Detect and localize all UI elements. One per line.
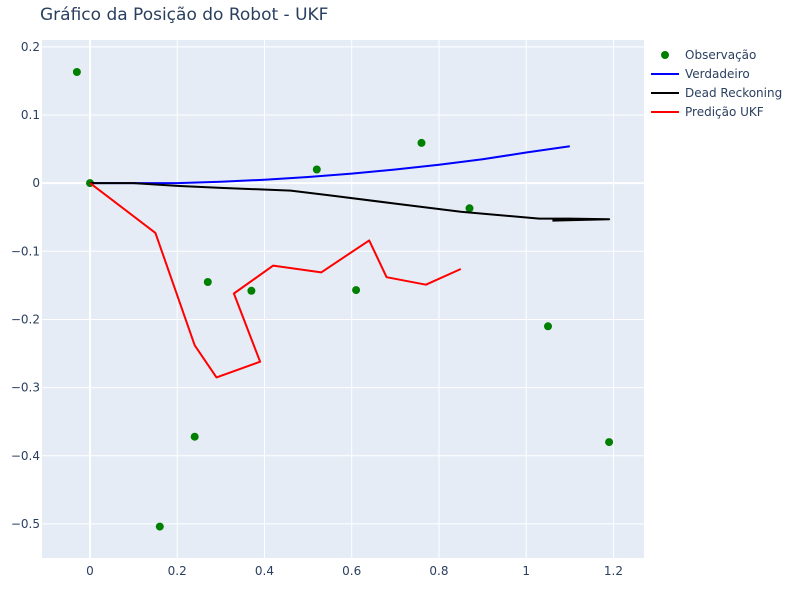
y-tick-label: 0.2 bbox=[21, 40, 40, 54]
observation-point bbox=[417, 138, 426, 147]
series-line-dead-reckoning bbox=[90, 182, 611, 222]
observation-point bbox=[247, 286, 256, 295]
legend-label: Dead Reckoning bbox=[685, 86, 782, 100]
series-line-verdadeiro bbox=[90, 145, 570, 185]
series bbox=[72, 68, 614, 531]
legend-item-predicao-ukf[interactable]: Predição UKF bbox=[651, 105, 764, 119]
legend-label: Observação bbox=[685, 48, 756, 62]
x-tick-label: 0 bbox=[86, 564, 94, 578]
y-tick-label: −0.3 bbox=[11, 381, 40, 395]
observation-point bbox=[352, 286, 361, 295]
legend-marker bbox=[661, 51, 669, 59]
y-tick-label: 0.1 bbox=[21, 108, 40, 122]
y-tick-label: −0.1 bbox=[11, 244, 40, 258]
y-tick-label: −0.2 bbox=[11, 312, 40, 326]
grid bbox=[42, 40, 644, 558]
observation-point bbox=[465, 204, 474, 213]
chart-title: Gráfico da Posição do Robot - UKF bbox=[40, 5, 328, 25]
x-tick-label: 1 bbox=[522, 564, 530, 578]
observation-point bbox=[190, 432, 199, 441]
y-tick-label: −0.5 bbox=[11, 517, 40, 531]
x-tick-label: 1.2 bbox=[604, 564, 623, 578]
x-tick-label: 0.4 bbox=[255, 564, 274, 578]
legend-label: Verdadeiro bbox=[685, 67, 750, 81]
observation-point bbox=[72, 68, 81, 76]
observation-point bbox=[203, 278, 212, 286]
y-tick-label: 0 bbox=[32, 176, 40, 190]
series-line-predicao-ukf bbox=[89, 182, 462, 379]
y-axis-ticks: 0.2 0.1 0 −0.1 −0.2 −0.3 −0.4 −0.5 bbox=[11, 40, 40, 531]
x-axis-ticks: 0 0.2 0.4 0.6 0.8 1 1.2 bbox=[86, 564, 623, 578]
observation-point bbox=[544, 322, 552, 331]
y-tick-label: −0.4 bbox=[11, 449, 40, 463]
legend[interactable]: Observação Verdadeiro Dead Reckoning Prediç… bbox=[651, 48, 782, 119]
x-tick-label: 0.6 bbox=[342, 564, 361, 578]
legend-item-observacao[interactable]: Observação bbox=[661, 48, 756, 62]
observation-point bbox=[605, 438, 614, 447]
x-tick-label: 0.8 bbox=[429, 564, 448, 578]
plot-background bbox=[42, 40, 644, 558]
observation-point bbox=[312, 165, 321, 174]
observation-point bbox=[155, 522, 164, 531]
legend-label: Predição UKF bbox=[685, 105, 764, 119]
legend-item-dead-reckoning[interactable]: Dead Reckoning bbox=[651, 86, 782, 100]
x-tick-label: 0.2 bbox=[168, 564, 187, 578]
legend-item-verdadeiro[interactable]: Verdadeiro bbox=[651, 67, 750, 81]
